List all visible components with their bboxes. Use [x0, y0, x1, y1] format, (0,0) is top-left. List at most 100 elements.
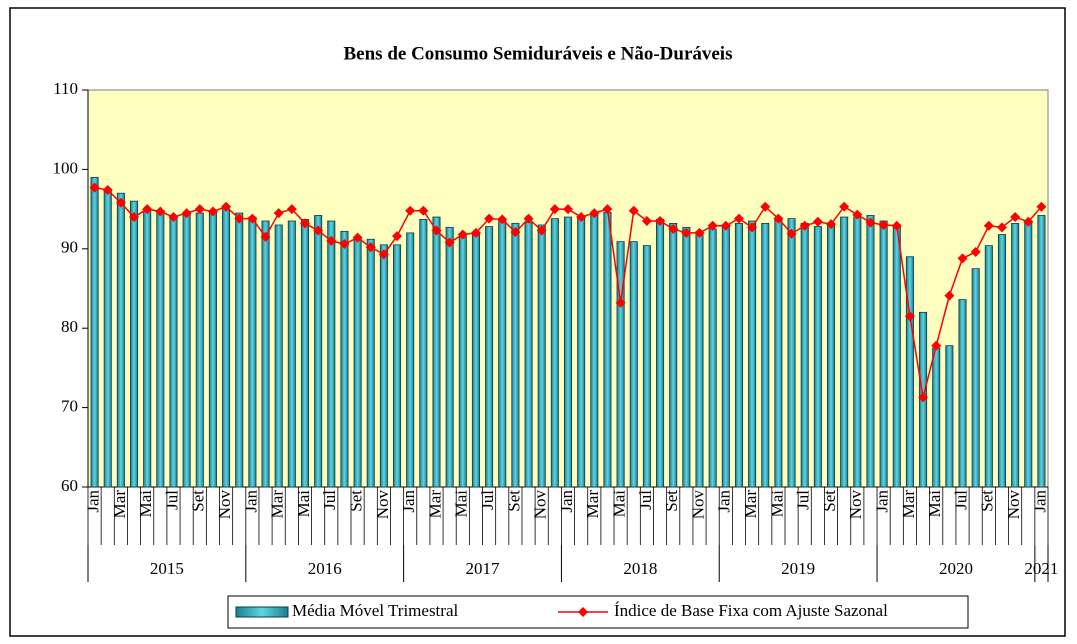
- x-tick-label: Jul: [794, 490, 813, 510]
- year-label: 2017: [466, 559, 501, 578]
- x-tick-label: Mai: [925, 490, 944, 518]
- marker: [733, 213, 744, 224]
- bar: [248, 216, 257, 488]
- marker: [405, 205, 416, 216]
- bar: [300, 219, 310, 488]
- bar: [261, 220, 270, 488]
- bar: [353, 236, 362, 488]
- x-tick-label: Jul: [951, 490, 970, 510]
- bar: [169, 216, 178, 488]
- bar: [327, 220, 336, 488]
- x-tick-label: Jan: [715, 490, 734, 513]
- bar: [314, 215, 323, 488]
- marker: [549, 204, 560, 215]
- marker: [181, 208, 192, 219]
- y-tick-label: 70: [61, 397, 78, 416]
- x-tick-label: Jul: [478, 490, 497, 510]
- bar: [800, 222, 809, 488]
- bar: [708, 228, 717, 488]
- bar: [366, 238, 375, 488]
- marker: [115, 197, 126, 208]
- x-tick-label: Nov: [215, 490, 234, 520]
- x-tick-label: Nov: [531, 490, 550, 520]
- x-tick-label: Mar: [899, 490, 918, 519]
- x-tick-label: Set: [820, 490, 839, 512]
- bar: [524, 222, 533, 488]
- marker: [273, 208, 284, 219]
- bar: [103, 188, 112, 488]
- marker: [194, 204, 205, 215]
- bar: [195, 212, 204, 488]
- x-tick-label: Set: [346, 490, 365, 512]
- bar: [761, 222, 770, 488]
- bar: [866, 215, 875, 488]
- bar: [1024, 220, 1033, 488]
- bar: [287, 220, 296, 488]
- marker: [694, 227, 705, 238]
- y-tick-label: 110: [53, 79, 78, 98]
- x-tick-label: Nov: [846, 490, 865, 520]
- x-tick-label: Jan: [83, 490, 102, 513]
- marker: [378, 249, 389, 260]
- marker: [484, 213, 495, 224]
- x-tick-label: Mai: [452, 490, 471, 518]
- bar: [511, 222, 520, 488]
- marker: [944, 290, 955, 301]
- marker: [470, 227, 481, 238]
- marker: [89, 182, 100, 193]
- marker: [299, 218, 310, 229]
- y-tick-label: 60: [61, 476, 78, 495]
- marker: [615, 297, 626, 308]
- year-label: 2020: [939, 559, 973, 578]
- year-label: 2021: [1024, 559, 1058, 578]
- marker: [641, 216, 652, 227]
- marker: [286, 204, 297, 215]
- bar: [498, 220, 507, 488]
- marker: [970, 246, 981, 257]
- x-tick-label: Nov: [688, 490, 707, 520]
- year-label: 2019: [781, 559, 815, 578]
- marker: [510, 227, 521, 238]
- bar: [458, 236, 467, 488]
- marker: [747, 222, 758, 233]
- bar: [656, 219, 665, 488]
- x-tick-label: Set: [662, 490, 681, 512]
- bar: [721, 224, 730, 488]
- marker: [878, 219, 889, 230]
- marker: [786, 228, 797, 239]
- x-tick-label: Mar: [583, 490, 602, 519]
- marker: [129, 212, 140, 223]
- bar: [208, 210, 217, 488]
- bar: [432, 216, 441, 488]
- bar: [445, 226, 454, 488]
- x-tick-label: Nov: [1004, 490, 1023, 520]
- marker: [720, 220, 731, 231]
- x-tick-label: Jan: [1030, 490, 1049, 513]
- bar: [682, 226, 691, 488]
- x-tick-label: Jan: [399, 490, 418, 513]
- bar: [274, 224, 283, 488]
- y-tick-label: 100: [53, 158, 79, 177]
- bar: [537, 224, 546, 488]
- marker: [655, 216, 666, 227]
- bar: [156, 212, 165, 488]
- bar: [945, 345, 954, 488]
- marker: [865, 217, 876, 228]
- bar: [774, 218, 783, 488]
- marker: [142, 204, 153, 215]
- x-tick-label: Nov: [373, 490, 392, 520]
- marker: [563, 204, 573, 215]
- marker: [996, 222, 1007, 233]
- bar: [984, 245, 993, 488]
- x-tick-label: Jan: [241, 490, 260, 513]
- bar: [879, 220, 888, 488]
- marker: [168, 212, 179, 223]
- bar: [853, 216, 862, 488]
- legend-label: Média Móvel Trimestral: [292, 601, 458, 620]
- marker: [983, 220, 994, 231]
- x-tick-label: Mai: [767, 490, 786, 518]
- marker: [431, 225, 442, 236]
- bar: [813, 226, 822, 488]
- marker: [918, 392, 929, 403]
- marker: [773, 213, 784, 224]
